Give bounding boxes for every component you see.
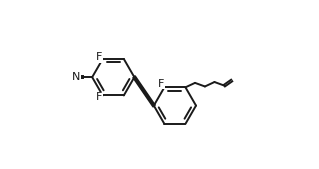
Text: F: F xyxy=(96,52,102,62)
Text: F: F xyxy=(158,79,164,89)
Text: F: F xyxy=(96,92,102,102)
Text: N: N xyxy=(72,72,81,82)
